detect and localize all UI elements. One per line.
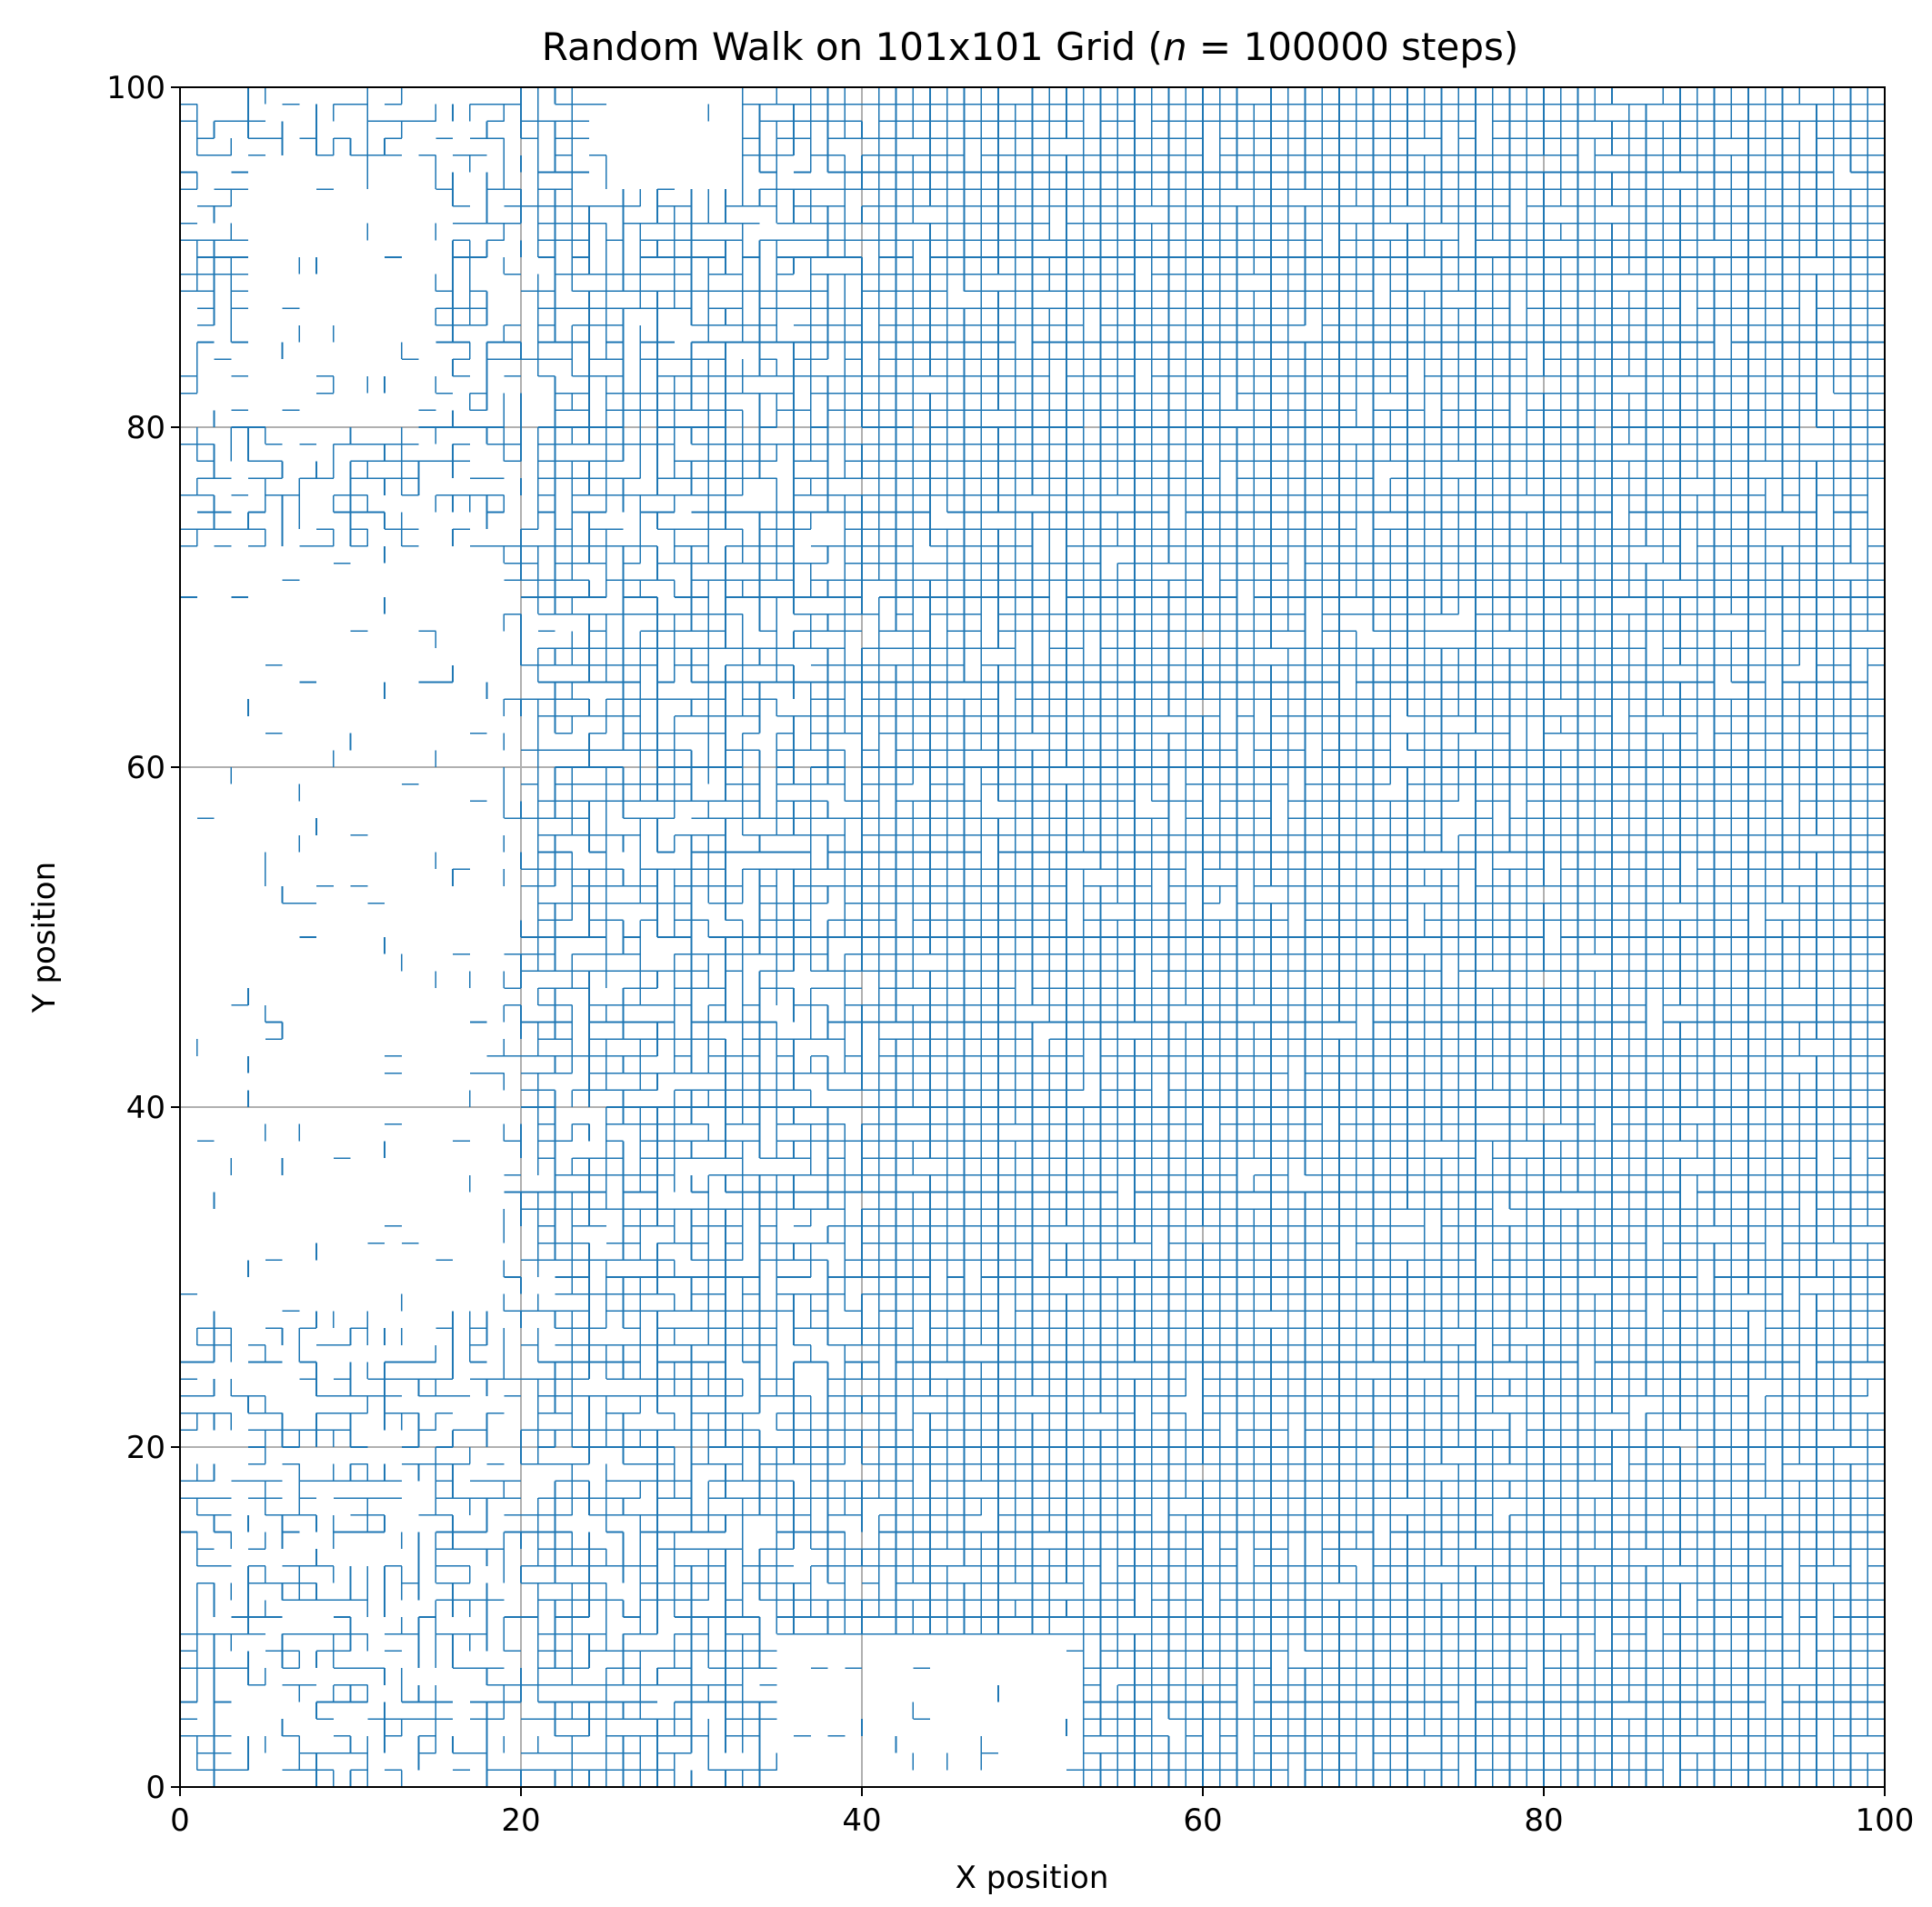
axis-ticks: 0 20 40 60 80 100 0 20 40 60 80 100 — [106, 70, 1914, 1839]
y-tick-label: 80 — [126, 410, 165, 446]
y-tick-label: 40 — [126, 1090, 165, 1126]
x-tick-label: 60 — [1183, 1802, 1222, 1839]
axes-frame — [179, 86, 1886, 1788]
y-tick-label: 60 — [126, 750, 165, 786]
y-axis-label: Y position — [26, 862, 63, 1013]
x-axis-label: X position — [956, 1860, 1109, 1896]
x-tick-label: 20 — [501, 1802, 540, 1839]
x-tick-label: 100 — [1856, 1802, 1915, 1839]
x-tick-label: 40 — [842, 1802, 881, 1839]
x-tick-label: 80 — [1524, 1802, 1563, 1839]
y-tick-label: 20 — [126, 1430, 165, 1466]
chart-title: Random Walk on 101x101 Grid (n = 100000 … — [542, 25, 1519, 69]
x-tick-label: 0 — [170, 1802, 190, 1839]
y-tick-label: 0 — [145, 1770, 165, 1806]
y-tick-label: 100 — [106, 70, 165, 106]
